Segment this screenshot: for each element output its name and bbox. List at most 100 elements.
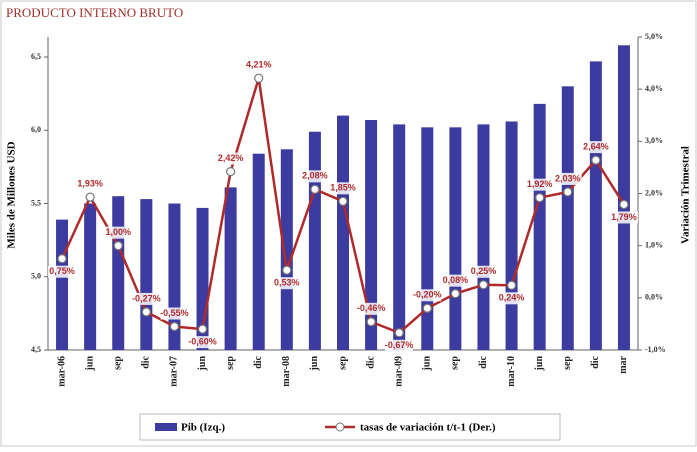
value-label-bg xyxy=(188,336,217,349)
legend-swatch xyxy=(155,423,177,431)
chart-title: PRODUCTO INTERNO BRUTO xyxy=(6,5,183,20)
legend-marker xyxy=(335,422,345,432)
value-label-bg xyxy=(609,211,638,224)
x-tick-label: dic xyxy=(590,355,601,368)
line-marker xyxy=(169,321,180,332)
value-label: -0,60% xyxy=(188,337,217,347)
x-tick-label: jun xyxy=(197,356,208,372)
value-label: 2,08% xyxy=(302,171,328,181)
x-tick-label: mar-08 xyxy=(281,356,292,387)
bar xyxy=(589,61,602,351)
bar xyxy=(617,45,630,350)
line-marker xyxy=(197,324,208,334)
value-label-bg xyxy=(469,265,498,278)
y2-tick-label: 2,0% xyxy=(645,188,663,197)
legend-label: Pib (Izq.) xyxy=(181,422,225,434)
line-marker xyxy=(226,166,236,177)
value-label: 0,75% xyxy=(49,266,75,276)
y2-axis-label: Variación Trimestral xyxy=(680,146,692,244)
line-marker xyxy=(85,192,95,202)
bar xyxy=(337,115,349,350)
value-label: 0,24% xyxy=(499,293,525,303)
value-label: -0,27% xyxy=(132,293,161,303)
x-tick-label: mar-10 xyxy=(506,356,517,387)
bar xyxy=(56,219,69,350)
line-marker xyxy=(563,187,573,197)
line-marker xyxy=(338,196,348,206)
bar xyxy=(252,153,265,350)
line-marker xyxy=(282,265,292,275)
bar xyxy=(365,119,378,351)
value-label: 1,79% xyxy=(611,212,637,222)
bar xyxy=(561,86,574,351)
line-marker xyxy=(591,155,601,165)
value-label-bg xyxy=(160,307,189,320)
y2-tick-label: -1,0% xyxy=(645,345,666,354)
x-tick-label: sep xyxy=(450,356,461,370)
bar xyxy=(477,124,490,350)
line-marker xyxy=(394,328,404,338)
x-tick-label: jun xyxy=(534,356,545,372)
bar xyxy=(84,203,97,350)
value-label-bg xyxy=(385,339,414,352)
y-axis-label: Miles de Millones USD xyxy=(6,141,18,248)
value-label: 2,42% xyxy=(218,153,244,163)
value-label: -0,20% xyxy=(413,290,442,300)
value-label-bg xyxy=(300,170,329,183)
value-label-bg xyxy=(553,172,582,185)
line-marker xyxy=(141,307,151,317)
y-tick-label: 5,5 xyxy=(31,198,41,207)
y2-tick-label: 4,0% xyxy=(645,84,663,93)
value-label: 4,21% xyxy=(246,60,272,70)
bar xyxy=(505,121,518,351)
line-marker xyxy=(450,289,460,299)
x-tick-label: dic xyxy=(253,355,264,368)
bar xyxy=(393,124,406,350)
value-label-bg xyxy=(244,59,273,72)
x-tick-label: sep xyxy=(225,356,236,370)
value-label: 0,25% xyxy=(471,266,497,276)
line-marker xyxy=(366,317,376,327)
x-tick-label: dic xyxy=(365,355,376,368)
y-tick-label: 4,5 xyxy=(31,345,41,354)
bar xyxy=(280,149,293,350)
x-tick-label: dic xyxy=(141,355,152,368)
bar xyxy=(308,131,321,350)
y-tick-label: 5,0 xyxy=(31,272,41,281)
bar xyxy=(224,187,237,350)
y2-tick-label: 3,0% xyxy=(645,136,663,145)
line-marker xyxy=(57,254,67,264)
value-label: 2,03% xyxy=(555,173,581,183)
line-marker xyxy=(422,303,432,313)
value-label-bg xyxy=(329,182,357,195)
value-label: 0,53% xyxy=(274,278,300,288)
value-label: -0,46% xyxy=(357,303,386,313)
value-label-bg xyxy=(357,302,386,315)
y2-tick-label: 5,0% xyxy=(645,32,663,41)
value-label-bg xyxy=(76,178,105,191)
x-tick-label: jun xyxy=(309,356,320,372)
value-label-bg xyxy=(413,289,442,302)
value-label: 2,64% xyxy=(583,141,609,151)
x-tick-label: mar-09 xyxy=(393,356,404,387)
value-label: -0,55% xyxy=(160,308,189,318)
line-marker xyxy=(113,241,123,251)
y2-tick-label: 1,0% xyxy=(645,240,663,249)
value-label: 1,93% xyxy=(77,179,103,189)
y-tick-label: 6,5 xyxy=(31,52,41,61)
bar xyxy=(421,127,434,350)
x-tick-label: mar-06 xyxy=(56,356,67,387)
x-tick-label: sep xyxy=(562,356,573,370)
value-label-bg xyxy=(132,292,161,305)
line-marker xyxy=(535,193,545,203)
bar xyxy=(140,199,153,350)
y-tick-label: 6,0 xyxy=(31,125,41,134)
line-marker xyxy=(254,73,264,83)
x-tick-label: jun xyxy=(84,356,95,372)
value-label-bg xyxy=(104,226,133,239)
line-marker xyxy=(310,184,320,194)
value-label: 1,00% xyxy=(105,227,131,237)
value-label-bg xyxy=(497,292,526,305)
line-marker xyxy=(619,199,629,210)
